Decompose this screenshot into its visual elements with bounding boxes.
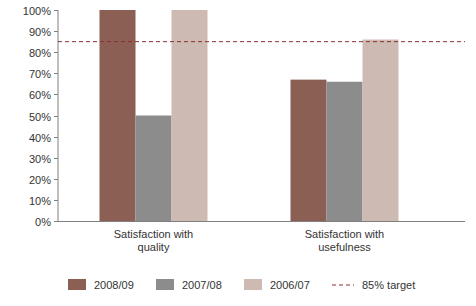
y-tick bbox=[54, 10, 58, 11]
y-tick bbox=[54, 137, 58, 138]
y-tick bbox=[54, 179, 58, 180]
target-line bbox=[58, 41, 465, 42]
chart: 0% 10% 20% 30% 40% 50% 60% 70% 80% 90% 100% Satisfa… bbox=[0, 0, 476, 306]
y-tick bbox=[54, 52, 58, 53]
category-label: Satisfaction withusefulness bbox=[305, 228, 384, 253]
legend-label: 2007/08 bbox=[182, 279, 222, 291]
y-tick bbox=[54, 158, 58, 159]
legend-label: 85% target bbox=[362, 279, 415, 291]
y-tick-label: 70% bbox=[29, 68, 51, 80]
legend-label: 2006/07 bbox=[270, 279, 310, 291]
y-tick-label: 30% bbox=[29, 153, 51, 165]
bar bbox=[172, 10, 208, 221]
y-tick-label: 80% bbox=[29, 47, 51, 59]
y-tick bbox=[54, 73, 58, 74]
legend-label: 2008/09 bbox=[94, 279, 134, 291]
y-tick-label: 20% bbox=[29, 174, 51, 186]
category-label: Satisfaction withquality bbox=[114, 228, 193, 253]
y-tick-label: 90% bbox=[29, 26, 51, 38]
x-axis bbox=[58, 221, 465, 222]
y-tick-label: 10% bbox=[29, 195, 51, 207]
bar bbox=[327, 82, 363, 221]
legend-swatch bbox=[244, 279, 262, 290]
y-tick bbox=[54, 221, 58, 222]
y-tick-label: 40% bbox=[29, 132, 51, 144]
legend-swatch bbox=[156, 279, 174, 290]
bar bbox=[363, 40, 399, 221]
y-tick-label: 60% bbox=[29, 89, 51, 101]
legend-swatch bbox=[332, 285, 354, 286]
y-tick-label: 50% bbox=[29, 111, 51, 123]
legend-swatch bbox=[68, 279, 86, 290]
y-tick-label: 0% bbox=[35, 216, 51, 228]
y-tick-label: 100% bbox=[23, 5, 51, 17]
bar bbox=[291, 80, 327, 221]
y-tick bbox=[54, 200, 58, 201]
y-tick bbox=[54, 116, 58, 117]
y-tick bbox=[54, 94, 58, 95]
bar bbox=[136, 116, 172, 222]
y-tick bbox=[54, 31, 58, 32]
